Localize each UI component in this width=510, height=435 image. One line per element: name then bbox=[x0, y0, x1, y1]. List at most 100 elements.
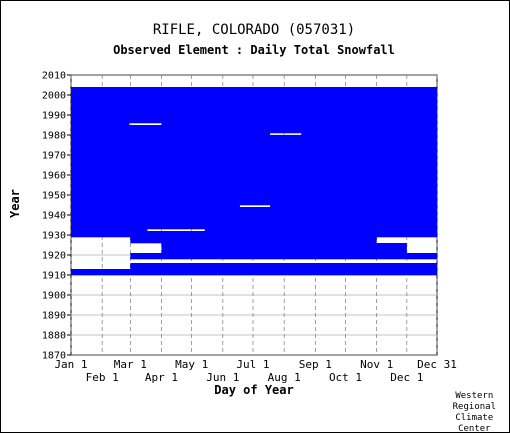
data-row bbox=[71, 119, 437, 122]
y-tick-label: 1920 bbox=[42, 251, 66, 262]
data-row bbox=[71, 233, 437, 236]
data-row bbox=[130, 257, 438, 260]
chart-subtitle: Observed Element : Daily Total Snowfall bbox=[113, 43, 395, 57]
data-row bbox=[71, 99, 437, 102]
data-row bbox=[71, 187, 437, 190]
data-row bbox=[71, 173, 437, 176]
data-row bbox=[71, 101, 437, 104]
y-tick-label: 2000 bbox=[42, 91, 66, 102]
data-row bbox=[71, 195, 437, 198]
data-row bbox=[71, 121, 437, 124]
data-row bbox=[71, 163, 437, 166]
data-row bbox=[71, 153, 437, 156]
data-row bbox=[71, 171, 437, 174]
data-row bbox=[71, 231, 437, 234]
y-tick-label: 1980 bbox=[42, 131, 66, 142]
data-row bbox=[71, 89, 437, 92]
data-row bbox=[71, 203, 437, 206]
data-row bbox=[71, 127, 437, 130]
x-tick-label: Jul 1 bbox=[236, 358, 269, 371]
data-row bbox=[71, 107, 437, 110]
data-row bbox=[71, 151, 437, 154]
data-row bbox=[161, 123, 437, 126]
data-row bbox=[71, 145, 437, 148]
y-tick-label: 1910 bbox=[42, 271, 66, 282]
x-tick-label: Oct 1 bbox=[329, 371, 362, 384]
data-row bbox=[161, 251, 407, 254]
data-row bbox=[71, 137, 437, 140]
data-row bbox=[270, 205, 437, 208]
data-rows bbox=[71, 87, 438, 276]
data-row bbox=[130, 237, 377, 240]
data-row bbox=[71, 189, 437, 192]
data-row bbox=[71, 205, 240, 208]
data-row bbox=[71, 135, 437, 138]
data-row bbox=[130, 255, 438, 258]
data-row bbox=[71, 97, 437, 100]
x-tick-label: Aug 1 bbox=[268, 371, 301, 384]
data-row bbox=[71, 131, 437, 134]
y-tick-label: 1870 bbox=[42, 351, 66, 362]
data-row bbox=[71, 269, 437, 272]
data-row bbox=[71, 225, 437, 228]
data-row bbox=[71, 191, 437, 194]
data-row bbox=[71, 271, 437, 274]
data-row bbox=[71, 87, 437, 90]
data-row bbox=[71, 129, 437, 132]
data-row bbox=[71, 217, 437, 220]
data-row bbox=[71, 235, 437, 238]
data-row bbox=[71, 197, 437, 200]
data-row bbox=[161, 243, 407, 246]
data-row bbox=[130, 241, 377, 244]
data-row bbox=[71, 207, 437, 210]
data-row bbox=[71, 105, 437, 108]
data-row bbox=[71, 213, 437, 216]
data-row bbox=[71, 91, 437, 94]
x-tick-label: Nov 1 bbox=[360, 358, 393, 371]
data-row bbox=[71, 227, 437, 230]
x-axis-label: Day of Year bbox=[214, 383, 294, 397]
data-row bbox=[71, 185, 437, 188]
y-tick-label: 2010 bbox=[42, 71, 66, 82]
data-row bbox=[161, 245, 407, 248]
y-tick-label: 1970 bbox=[42, 151, 66, 162]
data-row bbox=[71, 167, 437, 170]
y-tick-label: 1940 bbox=[42, 211, 66, 222]
x-tick-label: Jun 1 bbox=[206, 371, 239, 384]
data-row bbox=[71, 117, 437, 120]
data-row bbox=[71, 161, 437, 164]
data-row bbox=[161, 249, 407, 252]
data-row bbox=[71, 159, 437, 162]
y-tick-label: 1990 bbox=[42, 111, 66, 122]
data-row bbox=[71, 219, 437, 222]
y-tick-label: 1880 bbox=[42, 331, 66, 342]
data-row bbox=[71, 211, 437, 214]
data-row bbox=[71, 157, 437, 160]
data-row bbox=[71, 201, 437, 204]
y-tick-label: 1900 bbox=[42, 291, 66, 302]
data-row bbox=[71, 123, 130, 126]
data-row bbox=[71, 209, 437, 212]
x-tick-label: May 1 bbox=[175, 358, 208, 371]
data-row bbox=[161, 247, 407, 250]
data-row bbox=[71, 179, 437, 182]
data-row bbox=[71, 229, 148, 232]
x-tick-label: Mar 1 bbox=[114, 358, 147, 371]
data-row bbox=[71, 273, 437, 276]
data-row bbox=[130, 265, 438, 268]
data-row bbox=[71, 155, 437, 158]
data-row bbox=[130, 239, 377, 242]
data-row bbox=[71, 109, 437, 112]
data-row bbox=[71, 149, 437, 152]
x-tick-label: Sep 1 bbox=[299, 358, 332, 371]
data-row bbox=[71, 139, 437, 142]
x-tick-label: Feb 1 bbox=[86, 371, 119, 384]
data-row bbox=[130, 267, 438, 270]
data-row bbox=[71, 141, 437, 144]
data-row bbox=[71, 193, 437, 196]
x-tick-label: Jan 1 bbox=[54, 358, 87, 371]
y-tick-label: 1950 bbox=[42, 191, 66, 202]
y-tick-label: 1890 bbox=[42, 311, 66, 322]
data-row bbox=[204, 229, 437, 232]
